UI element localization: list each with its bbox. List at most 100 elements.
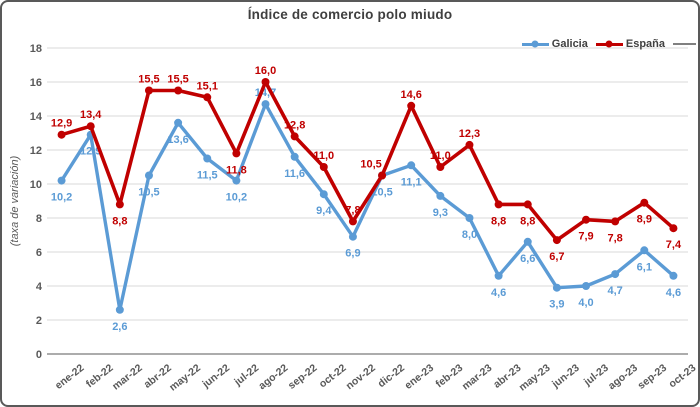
espana-data-label: 7,8 (345, 204, 360, 216)
espana-data-point (378, 171, 387, 180)
galicia-data-point (611, 270, 620, 279)
espana-data-point (144, 86, 153, 95)
galicia-data-label: 11,1 (401, 176, 422, 188)
y-axis-tick-label: 16 (30, 77, 42, 89)
galicia-data-point (290, 152, 299, 161)
y-axis-tick-label: 10 (30, 179, 42, 191)
y-axis-tick-label: 6 (36, 247, 42, 259)
galicia-series-swatch (521, 40, 549, 48)
legend-label-galicia: Galicia (551, 38, 588, 50)
x-axis-tick-label: oct-23 (667, 362, 699, 391)
espana-data-label: 6,7 (549, 251, 564, 263)
espana-marker-dot (605, 40, 613, 48)
x-axis-tick-label: ago-22 (256, 362, 290, 392)
galicia-data-point (115, 305, 124, 314)
espana-data-label: 13,4 (80, 109, 102, 121)
x-axis-tick-label: jun-23 (549, 362, 582, 391)
galicia-data-point (640, 246, 649, 255)
espana-data-label: 7,8 (608, 232, 623, 244)
galicia-data-label: 13,6 (167, 134, 188, 146)
galicia-data-label: 6,1 (637, 261, 652, 273)
galicia-data-point (465, 214, 474, 222)
espana-data-label: 8,8 (112, 215, 127, 227)
espana-data-point (407, 101, 416, 110)
espana-data-point (203, 93, 212, 102)
galicia-data-label: 8,0 (462, 229, 477, 241)
legend-item-espana[interactable]: España (595, 38, 665, 50)
legend: Galicia España (452, 36, 696, 52)
galicia-data-label: 9,4 (316, 205, 332, 217)
galicia-data-point (174, 118, 183, 127)
espana-line (59, 80, 676, 242)
y-axis-tick-label: 2 (36, 315, 42, 327)
x-axis-tick-label: ene-23 (402, 362, 436, 392)
x-axis-tick-label: mar-22 (110, 362, 145, 393)
galicia-data-point (57, 176, 66, 185)
galicia-data-label: 11,5 (197, 170, 218, 182)
galicia-data-label: 4,6 (491, 287, 506, 299)
galicia-data-label: 3,9 (549, 299, 564, 311)
espana-data-label: 11,0 (313, 150, 334, 162)
legend-item-galicia[interactable]: Galicia (521, 38, 588, 50)
espana-data-point (86, 122, 95, 131)
espana-data-label: 14,6 (400, 89, 421, 101)
espana-data-label: 15,1 (197, 80, 218, 92)
galicia-data-point (319, 190, 328, 199)
galicia-data-point (669, 271, 678, 280)
y-axis-tick-label: 4 (36, 281, 43, 293)
espana-data-point (319, 163, 328, 171)
galicia-data-point (436, 191, 445, 200)
espana-data-point (611, 217, 620, 226)
espana-data-label: 8,8 (491, 215, 506, 227)
espana-data-label: 15,5 (138, 74, 159, 86)
galicia-line (59, 102, 676, 312)
espana-data-point (290, 132, 299, 141)
x-axis-tick-label: jun-22 (200, 362, 233, 391)
x-axis-tick-label: feb-22 (84, 362, 116, 391)
galicia-marker-dot (531, 40, 539, 48)
espana-data-label: 8,9 (637, 214, 652, 226)
x-axis-tick-label: ago-23 (606, 362, 640, 392)
galicia-data-label: 11,6 (284, 168, 305, 180)
espana-data-point (552, 236, 561, 245)
legend-extra-line (673, 43, 696, 45)
x-axis-tick-label: may-23 (517, 362, 553, 394)
galicia-data-label: 10,2 (226, 192, 247, 204)
galicia-data-label: 10,2 (51, 192, 72, 204)
galicia-data-point (232, 176, 241, 185)
espana-data-point (640, 198, 649, 207)
x-axis-tick-label: feb-23 (433, 362, 465, 391)
galicia-data-point (552, 283, 561, 292)
galicia-data-label: 2,6 (112, 321, 127, 333)
espana-data-label: 12,9 (51, 118, 72, 130)
espana-data-label: 16,0 (255, 65, 276, 77)
galicia-data-point (494, 271, 503, 280)
x-axis-tick-label: sep-23 (636, 362, 670, 392)
espana-data-point (57, 130, 66, 139)
espana-series-swatch (595, 40, 623, 48)
x-axis-tick-label: may-22 (167, 362, 203, 394)
x-axis-tick-label: dic-22 (376, 362, 407, 390)
galicia-data-label: 12,9 (80, 146, 101, 158)
espana-data-point (348, 217, 357, 226)
espana-data-label: 7,4 (666, 239, 682, 251)
espana-data-point (261, 78, 270, 86)
espana-data-point (494, 200, 503, 209)
galicia-data-label: 6,6 (520, 253, 535, 265)
espana-data-point (115, 200, 124, 209)
espana-data-point (436, 163, 445, 171)
x-axis-tick-label: mar-23 (460, 362, 495, 393)
espana-data-label: 11,8 (226, 164, 247, 176)
x-axis-tick-label: nov-22 (344, 362, 378, 392)
galicia-data-point (144, 171, 153, 180)
chart-title: Índice de comercio polo miudo (247, 7, 453, 22)
galicia-data-point (261, 100, 270, 109)
espana-data-point (465, 140, 474, 149)
galicia-data-label: 6,9 (345, 248, 360, 260)
galicia-data-point (582, 282, 591, 290)
espana-data-label: 11,0 (430, 150, 451, 162)
espana-data-label: 8,8 (520, 215, 535, 227)
x-axis-tick-label: ene-22 (53, 362, 87, 392)
